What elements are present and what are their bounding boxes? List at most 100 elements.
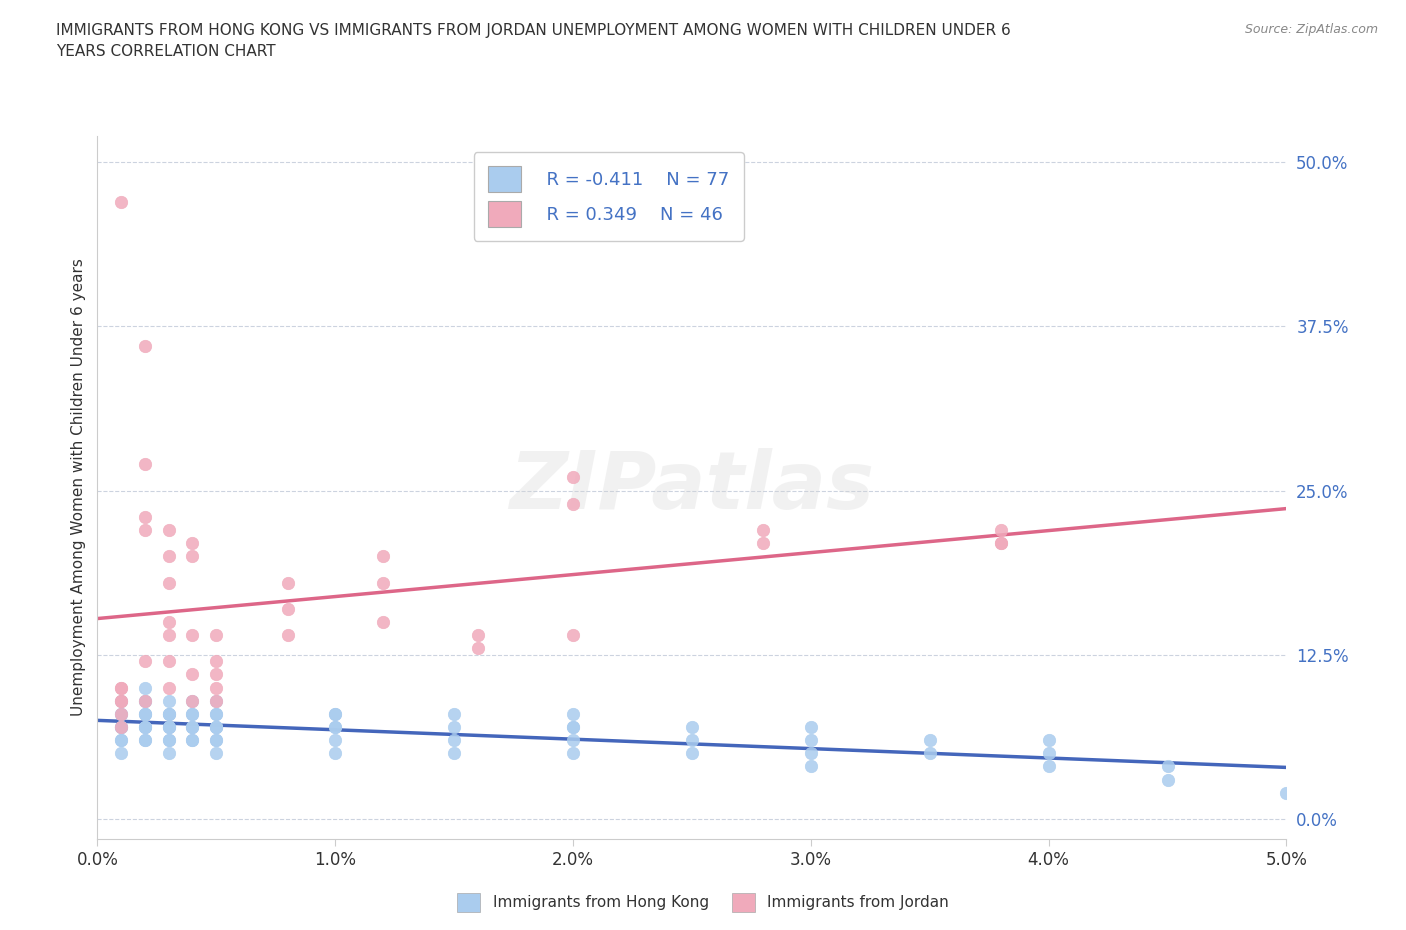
- Point: [323, 746, 346, 761]
- Point: [323, 733, 346, 748]
- Point: [681, 720, 703, 735]
- Point: [990, 536, 1012, 551]
- Point: [110, 694, 132, 709]
- Point: [134, 707, 156, 722]
- Point: [562, 707, 585, 722]
- Point: [205, 694, 228, 709]
- Point: [134, 339, 156, 353]
- Point: [323, 707, 346, 722]
- Point: [752, 536, 775, 551]
- Point: [134, 457, 156, 472]
- Point: [134, 654, 156, 669]
- Point: [323, 707, 346, 722]
- Point: [918, 733, 941, 748]
- Point: [181, 720, 204, 735]
- Point: [205, 720, 228, 735]
- Legend: Immigrants from Hong Kong, Immigrants from Jordan: Immigrants from Hong Kong, Immigrants fr…: [451, 887, 955, 918]
- Point: [157, 707, 180, 722]
- Point: [205, 720, 228, 735]
- Point: [323, 720, 346, 735]
- Point: [110, 707, 132, 722]
- Point: [181, 694, 204, 709]
- Point: [134, 720, 156, 735]
- Point: [800, 759, 823, 774]
- Point: [443, 707, 465, 722]
- Point: [800, 720, 823, 735]
- Point: [1038, 733, 1060, 748]
- Point: [134, 694, 156, 709]
- Point: [205, 720, 228, 735]
- Point: [205, 654, 228, 669]
- Point: [205, 720, 228, 735]
- Point: [205, 667, 228, 682]
- Point: [1275, 785, 1298, 800]
- Point: [134, 707, 156, 722]
- Point: [562, 628, 585, 643]
- Point: [110, 694, 132, 709]
- Point: [205, 628, 228, 643]
- Point: [157, 694, 180, 709]
- Point: [134, 694, 156, 709]
- Point: [277, 602, 299, 617]
- Point: [157, 707, 180, 722]
- Point: [443, 746, 465, 761]
- Point: [134, 694, 156, 709]
- Point: [990, 536, 1012, 551]
- Point: [181, 694, 204, 709]
- Point: [110, 694, 132, 709]
- Point: [467, 628, 489, 643]
- Point: [918, 746, 941, 761]
- Point: [562, 470, 585, 485]
- Legend:   R = -0.411    N = 77,   R = 0.349    N = 46: R = -0.411 N = 77, R = 0.349 N = 46: [474, 152, 744, 241]
- Point: [110, 194, 132, 209]
- Point: [205, 694, 228, 709]
- Point: [110, 733, 132, 748]
- Point: [205, 746, 228, 761]
- Point: [157, 523, 180, 538]
- Point: [134, 680, 156, 695]
- Point: [157, 707, 180, 722]
- Point: [134, 733, 156, 748]
- Point: [752, 523, 775, 538]
- Point: [157, 733, 180, 748]
- Point: [800, 746, 823, 761]
- Point: [800, 733, 823, 748]
- Point: [562, 733, 585, 748]
- Point: [443, 733, 465, 748]
- Point: [110, 680, 132, 695]
- Point: [1038, 759, 1060, 774]
- Point: [467, 641, 489, 656]
- Point: [134, 733, 156, 748]
- Point: [371, 615, 394, 630]
- Point: [562, 746, 585, 761]
- Point: [110, 720, 132, 735]
- Point: [181, 720, 204, 735]
- Point: [157, 575, 180, 590]
- Point: [157, 549, 180, 564]
- Point: [157, 720, 180, 735]
- Point: [371, 549, 394, 564]
- Point: [181, 733, 204, 748]
- Point: [181, 720, 204, 735]
- Point: [157, 654, 180, 669]
- Y-axis label: Unemployment Among Women with Children Under 6 years: Unemployment Among Women with Children U…: [72, 259, 86, 716]
- Point: [562, 720, 585, 735]
- Point: [157, 615, 180, 630]
- Point: [157, 733, 180, 748]
- Point: [134, 707, 156, 722]
- Point: [110, 733, 132, 748]
- Point: [562, 720, 585, 735]
- Point: [110, 746, 132, 761]
- Point: [157, 746, 180, 761]
- Point: [110, 720, 132, 735]
- Point: [110, 707, 132, 722]
- Text: Source: ZipAtlas.com: Source: ZipAtlas.com: [1244, 23, 1378, 36]
- Point: [323, 720, 346, 735]
- Point: [277, 628, 299, 643]
- Point: [157, 720, 180, 735]
- Point: [181, 707, 204, 722]
- Text: ZIPatlas: ZIPatlas: [509, 448, 875, 526]
- Point: [205, 680, 228, 695]
- Point: [205, 733, 228, 748]
- Point: [205, 733, 228, 748]
